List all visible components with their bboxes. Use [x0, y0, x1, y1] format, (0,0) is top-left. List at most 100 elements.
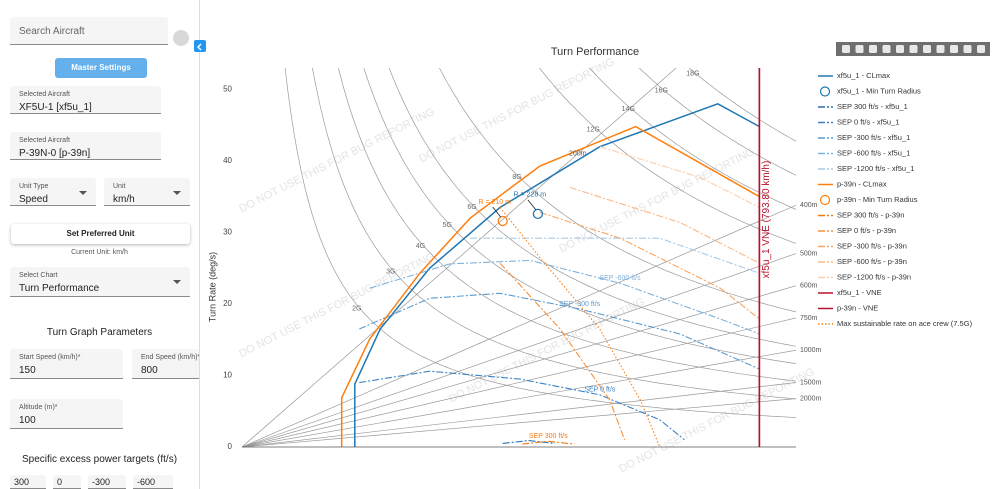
g-line-label: 12G	[587, 126, 600, 133]
series-line	[522, 440, 575, 445]
curve-label: SEP -600 ft/s	[599, 275, 641, 282]
g-line	[688, 68, 796, 142]
section-title: Specific excess power targets (ft/s)	[21, 454, 178, 465]
sep-field[interactable]: 300	[10, 475, 46, 489]
g-line	[338, 68, 796, 382]
sidebar: Search Aircraft Master Settings Selected…	[0, 0, 200, 489]
legend-label: p-39n - Min Turn Radius	[837, 195, 918, 204]
sep-field[interactable]: -600	[133, 475, 173, 489]
sep-field[interactable]: 0	[53, 475, 81, 489]
modebar-icon[interactable]	[950, 45, 958, 53]
field-value: 150	[19, 365, 36, 376]
end-speed-field[interactable]: End Speed (km/h)* 800	[132, 349, 200, 379]
g-line-label: 16G	[655, 88, 668, 95]
y-tick-label: 50	[223, 85, 232, 94]
caret	[173, 191, 181, 195]
field-value: 300	[14, 477, 30, 487]
field-label: Altitude (m)*	[19, 404, 58, 411]
collapse-icon	[196, 43, 202, 51]
vne-label: xf5u_1 VNE (793.80 km/h)	[761, 161, 772, 279]
master-settings-button[interactable]: Master Settings	[55, 58, 147, 78]
unit-type-select[interactable]: Unit Type Speed	[10, 178, 96, 206]
modebar-icon[interactable]	[963, 45, 972, 53]
modebar-icon[interactable]	[855, 45, 864, 53]
modebar-icon[interactable]	[869, 45, 877, 53]
series-line	[359, 370, 685, 441]
caret	[173, 280, 181, 284]
add-button[interactable]	[173, 30, 189, 46]
legend-symbol	[819, 194, 831, 206]
legend-label: Max sustainable rate on ace crew (7.5G)	[837, 319, 973, 328]
y-tick-label: 30	[223, 228, 232, 237]
radius-line	[242, 204, 796, 448]
legend-symbol	[819, 86, 831, 97]
legend-label: SEP -1200 ft/s - xf5u_1	[837, 164, 914, 173]
modebar-icon[interactable]	[882, 45, 891, 53]
field-value: Turn Performance	[19, 283, 100, 294]
series-line	[369, 259, 760, 335]
modebar-icon[interactable]	[936, 45, 945, 53]
field-label: Start Speed (km/h)*	[19, 354, 81, 361]
series-line	[499, 262, 626, 440]
radius-label: 400m	[800, 202, 818, 209]
radius-label: 2000m	[800, 395, 822, 402]
series-line	[499, 207, 661, 448]
field-label: Unit Type	[19, 183, 49, 190]
collapse-button[interactable]	[194, 40, 206, 52]
watermark: DO NOT USE THIS FOR BUG REPORTING	[237, 251, 436, 360]
g-line-label: 3G	[386, 269, 395, 276]
g-line	[388, 68, 796, 347]
modebar-icon[interactable]	[923, 45, 931, 53]
modebar-icon[interactable]	[896, 45, 904, 53]
aircraft-field[interactable]: Selected Aircraft P-39N-0 [p-39n]	[10, 132, 161, 160]
button-label: Set Preferred Unit	[66, 229, 135, 238]
search-field[interactable]: Search Aircraft	[10, 17, 168, 45]
marker-label: R = 210 m	[478, 199, 511, 206]
aircraft-field[interactable]: Selected Aircraft XF5U-1 [xf5u_1]	[10, 86, 161, 114]
radius-line	[242, 285, 796, 448]
chart-select[interactable]: Select Chart Turn Performance	[10, 267, 190, 297]
radius-label: 1000m	[800, 347, 822, 354]
g-line-label: 8G	[512, 174, 521, 181]
min-radius-marker	[497, 215, 508, 227]
annotation-arrow	[527, 199, 537, 211]
radius-label: 750m	[800, 315, 818, 322]
unit-select[interactable]: Unit km/h	[104, 178, 190, 206]
altitude-field[interactable]: Altitude (m)* 100	[10, 399, 123, 429]
series-line	[502, 440, 555, 444]
curve-label: SEP -300 ft/s	[559, 301, 601, 308]
series-line	[539, 211, 760, 320]
y-tick-label: 0	[228, 442, 233, 451]
watermark: DO NOT USE THIS FOR BUG REPORTING	[417, 56, 616, 165]
y-tick-label: 40	[223, 156, 232, 165]
g-line	[638, 68, 796, 176]
field-value: -600	[137, 477, 156, 487]
legend-label: SEP -300 ft/s - xf5u_1	[837, 133, 910, 142]
min-radius-marker	[532, 208, 544, 220]
modebar-icon[interactable]	[842, 45, 850, 53]
set-preferred-button[interactable]: Set Preferred Unit	[11, 224, 190, 244]
modebar-icon[interactable]	[977, 45, 985, 53]
curve-label: SEP 0 ft/s	[584, 387, 615, 394]
legend-label: SEP -600 ft/s - p-39n	[837, 257, 907, 266]
g-line-label: 2G	[352, 306, 361, 313]
radius-label: 500m	[800, 250, 818, 257]
g-line	[539, 68, 796, 244]
radius-line	[242, 382, 796, 448]
g-line-label: 18G	[686, 71, 699, 78]
placeholder: Search Aircraft	[19, 26, 85, 37]
g-line	[312, 68, 796, 400]
g-line	[363, 68, 796, 364]
sep-field[interactable]: -300	[88, 475, 126, 489]
field-label: Selected Aircraft	[19, 91, 70, 98]
legend-label: SEP 0 ft/s - xf5u_1	[837, 117, 899, 126]
button-label: Master Settings	[71, 63, 131, 72]
radius-line	[242, 317, 796, 448]
modebar-icon[interactable]	[909, 45, 918, 53]
start-speed-field[interactable]: Start Speed (km/h)* 150	[10, 349, 123, 379]
field-value: 100	[19, 415, 36, 426]
radius-label: 600m	[800, 283, 818, 290]
field-value: XF5U-1 [xf5u_1]	[19, 102, 92, 113]
g-line	[588, 68, 796, 210]
series-line	[599, 146, 760, 208]
